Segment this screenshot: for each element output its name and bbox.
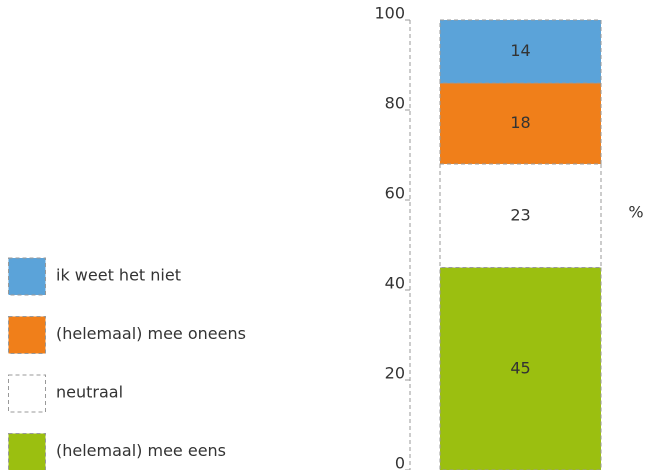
bar-segment [439, 267, 602, 470]
y-tick-label: 100 [374, 4, 405, 23]
legend-swatch [8, 433, 46, 470]
bar-segment [439, 163, 602, 268]
legend-swatch [8, 257, 46, 296]
legend-label: (helemaal) mee oneens [56, 324, 246, 343]
legend-label: neutraal [56, 383, 123, 402]
legend-swatch [8, 316, 46, 354]
bar-segment [439, 19, 602, 84]
data-label: 18 [510, 113, 530, 132]
y-tick-label: 40 [385, 274, 405, 293]
data-label: 45 [510, 358, 530, 377]
legend-label: ik weet het niet [56, 266, 181, 285]
data-label: 23 [510, 205, 530, 224]
y-tick-label: 20 [385, 364, 405, 383]
legend-swatch [8, 374, 46, 413]
y-axis-label: % [628, 203, 643, 222]
y-tick-label: 0 [395, 454, 405, 470]
data-label: 14 [510, 41, 530, 60]
y-tick-label: 60 [385, 184, 405, 203]
y-tick-label: 80 [385, 94, 405, 113]
legend-label: (helemaal) mee eens [56, 441, 226, 460]
